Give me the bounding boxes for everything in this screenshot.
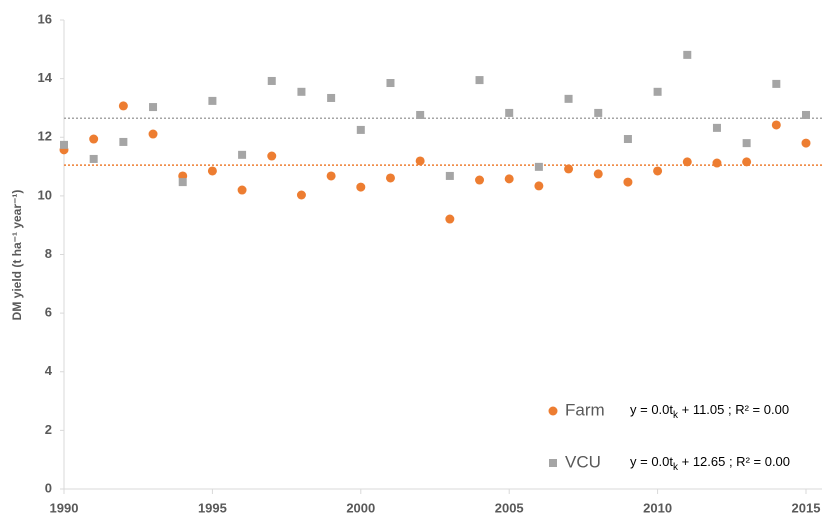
point — [593, 169, 603, 179]
point — [89, 134, 99, 144]
point — [267, 76, 276, 85]
x-tick-label: 1995 — [198, 500, 227, 515]
point — [89, 154, 98, 163]
point — [623, 135, 632, 144]
point — [802, 110, 810, 119]
point — [178, 178, 187, 187]
point — [356, 125, 365, 134]
point — [594, 108, 603, 117]
point — [60, 140, 68, 149]
y-tick-label: 2 — [45, 422, 52, 437]
point — [416, 110, 425, 119]
point — [267, 151, 277, 161]
point — [623, 177, 633, 187]
x-tick-label: 2000 — [346, 500, 375, 515]
point — [653, 166, 663, 176]
point — [386, 79, 395, 88]
equation-text: y = 0.0t — [630, 402, 673, 417]
y-tick-label: 6 — [45, 305, 52, 320]
equation-text: + 11.05 ; R² = 0.00 — [678, 402, 789, 417]
point — [207, 166, 217, 176]
point — [326, 171, 336, 181]
equation-text: y = 0.0t — [630, 454, 673, 469]
point — [356, 182, 366, 192]
point — [505, 108, 514, 117]
point — [415, 156, 425, 166]
point — [564, 94, 573, 103]
point — [296, 190, 306, 200]
y-tick-label: 0 — [45, 480, 52, 495]
point — [208, 96, 217, 105]
point — [564, 164, 574, 174]
point — [118, 101, 128, 111]
y-tick-label: 12 — [38, 129, 52, 144]
point — [653, 87, 662, 96]
x-tick-label: 2010 — [643, 500, 672, 515]
equation-subscript: k — [673, 410, 679, 421]
x-tick-label: 2015 — [792, 500, 821, 515]
y-tick-label: 4 — [45, 363, 53, 378]
equation-text: + 12.65 ; R² = 0.00 — [678, 454, 790, 469]
point — [119, 137, 128, 146]
point — [771, 120, 781, 130]
point — [238, 150, 247, 159]
point — [683, 50, 692, 59]
point — [682, 157, 692, 167]
y-axis-label: DM yield (t ha⁻¹ year⁻¹) — [10, 190, 24, 321]
point — [475, 76, 484, 85]
point — [534, 162, 543, 171]
point — [742, 139, 751, 148]
point — [712, 158, 722, 168]
point — [712, 123, 721, 132]
equation: y = 0.0tk + 12.65 ; R² = 0.00 — [630, 454, 790, 472]
point — [149, 103, 158, 112]
legend-marker — [548, 406, 558, 416]
equation-subscript: k — [673, 462, 679, 473]
point — [504, 174, 514, 184]
legend-marker — [549, 459, 557, 467]
point — [148, 129, 158, 139]
y-tick-label: 14 — [38, 70, 53, 85]
equation: y = 0.0tk + 11.05 ; R² = 0.00 — [630, 402, 789, 420]
point — [742, 157, 752, 167]
x-tick-label: 2005 — [495, 500, 524, 515]
point — [772, 79, 781, 88]
legend-entry: VCU y = 0.0tk + 12.65 ; R² = 0.00 — [549, 452, 790, 473]
x-tick-label: 1990 — [50, 500, 79, 515]
point — [801, 138, 811, 148]
point — [237, 185, 247, 195]
legend-entry: Farm y = 0.0tk + 11.05 ; R² = 0.00 — [548, 400, 789, 421]
y-tick-label: 8 — [45, 246, 52, 261]
point — [475, 175, 485, 185]
point — [385, 173, 395, 183]
legend-label: Farm — [565, 400, 605, 419]
point — [445, 214, 455, 224]
point — [327, 93, 336, 102]
legend-label: VCU — [565, 452, 601, 471]
y-tick-label: 16 — [38, 11, 52, 26]
point — [445, 171, 454, 180]
point — [534, 181, 544, 191]
y-tick-label: 10 — [38, 187, 52, 202]
point — [297, 87, 306, 96]
